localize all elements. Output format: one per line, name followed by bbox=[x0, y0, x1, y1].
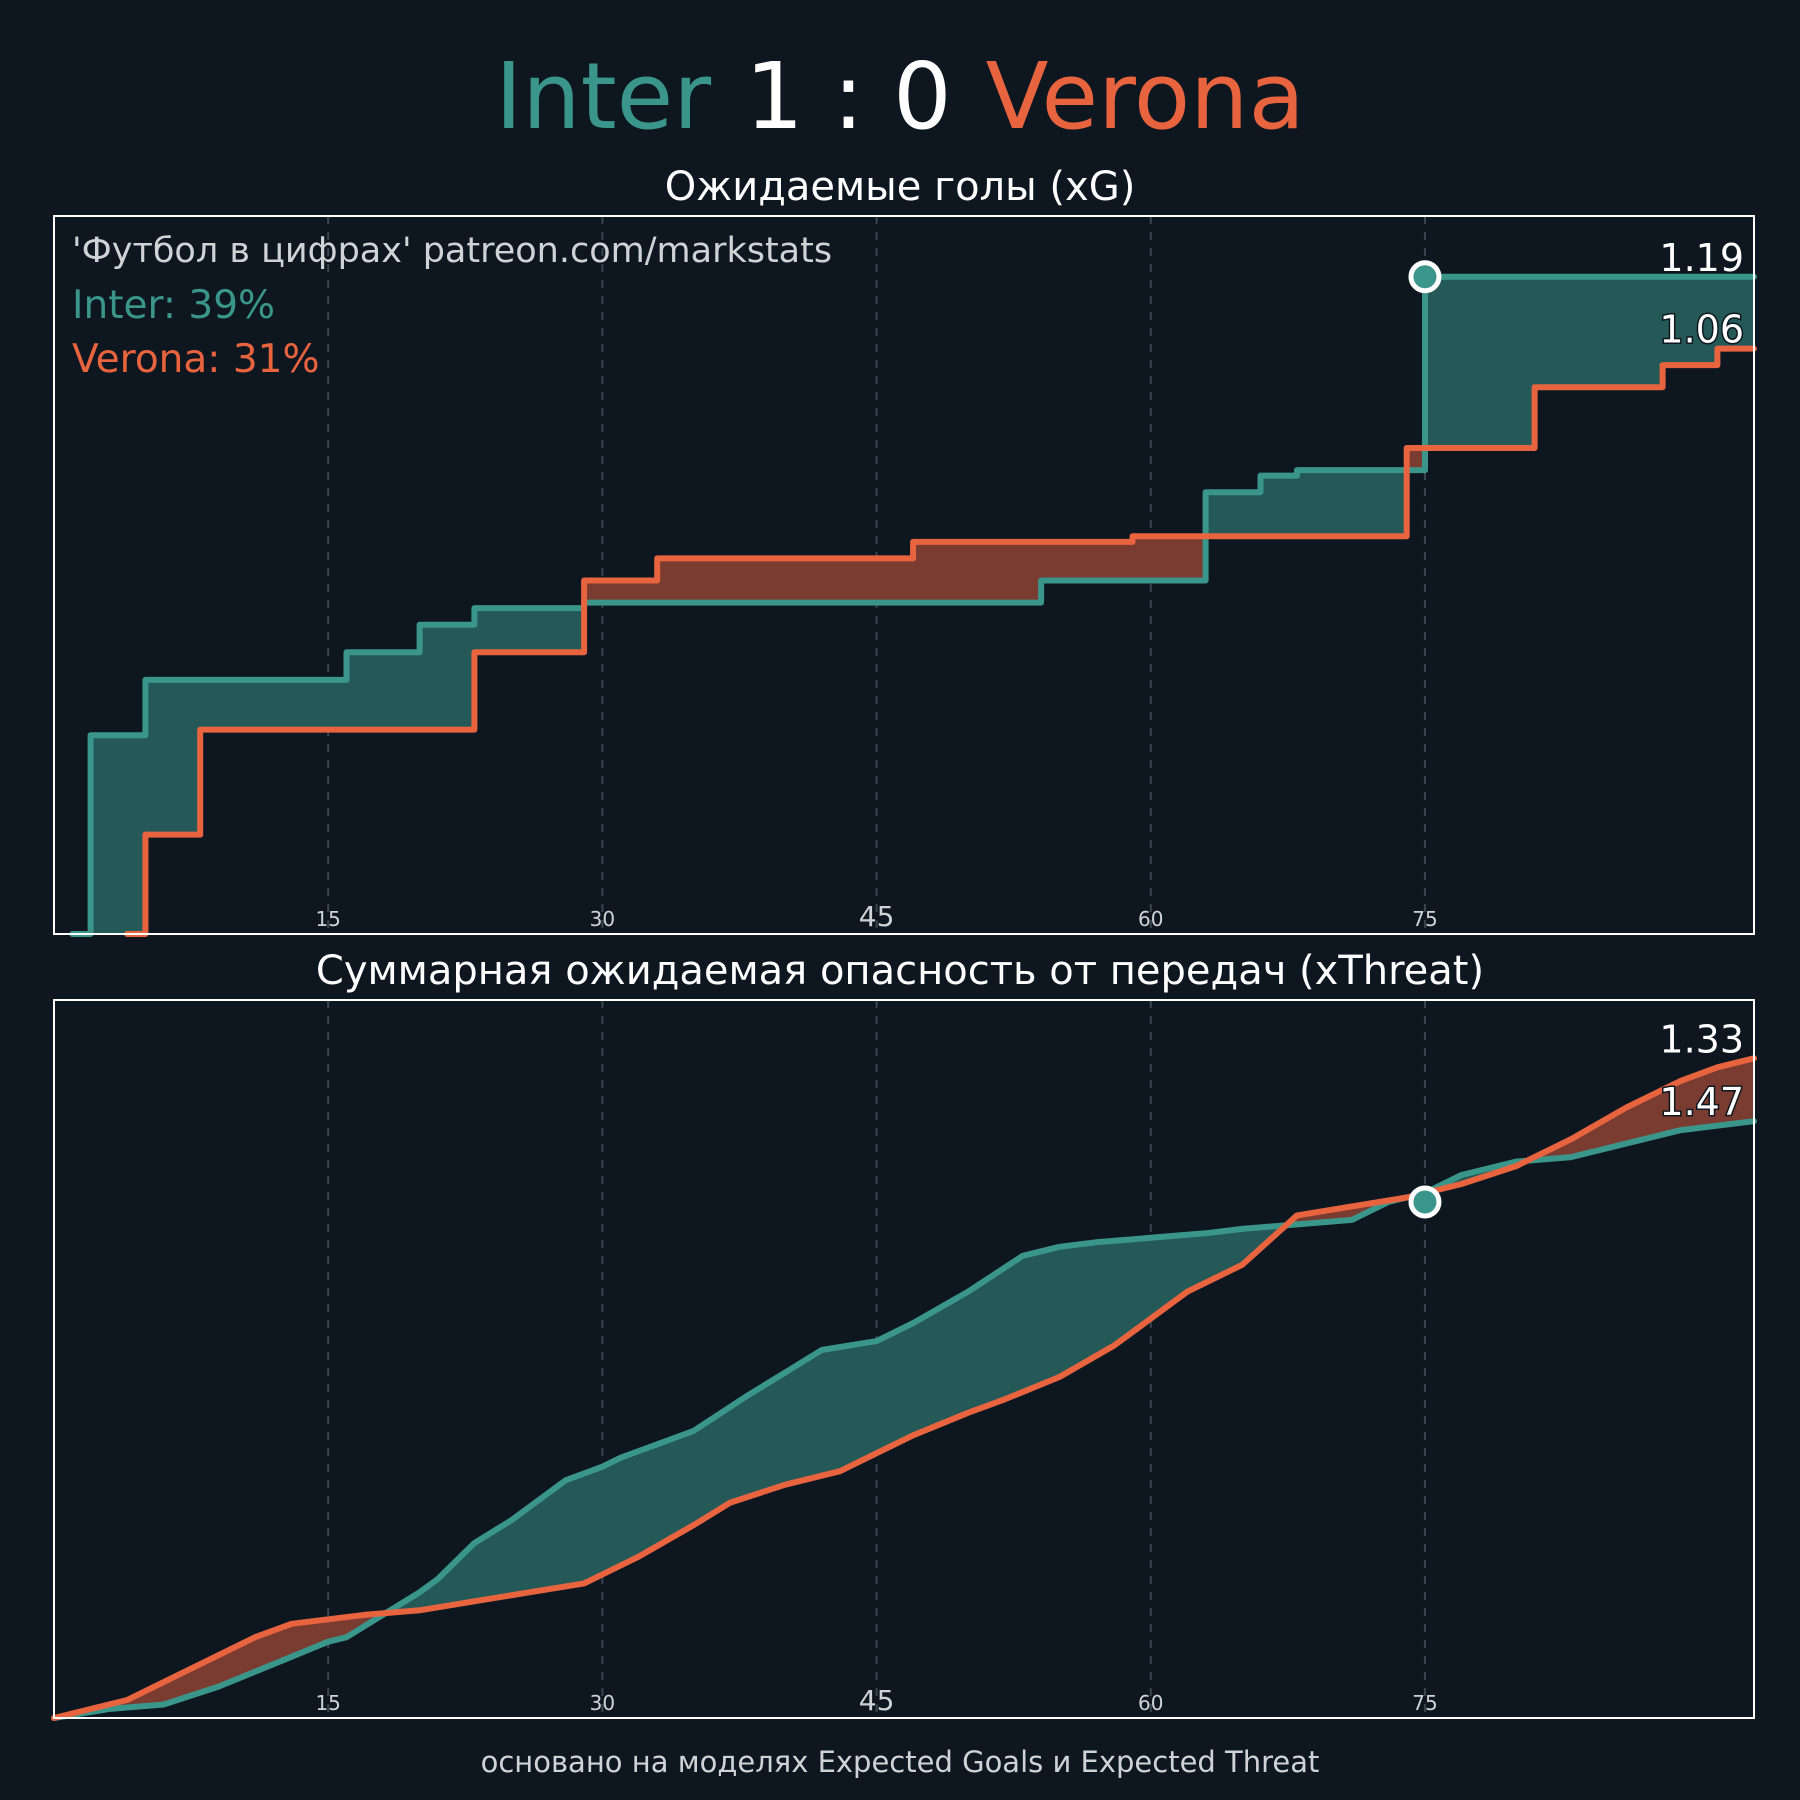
xg-end-value-inter: 1.19 bbox=[1659, 236, 1744, 280]
xg-home-advantage-band bbox=[54, 580, 586, 934]
xthreat-home-advantage-band bbox=[387, 1224, 1287, 1613]
xthreat-plot-frame bbox=[53, 999, 1755, 1719]
xg-chart: 15 30 45 60 75 1.19 1.06 bbox=[53, 215, 1757, 937]
xthreat-tick-label-75: 75 bbox=[1412, 1691, 1437, 1715]
xthreat-tick-label-45: 45 bbox=[859, 1684, 895, 1717]
xthreat-goal-marker bbox=[1408, 1185, 1442, 1219]
xg-plot-frame bbox=[53, 215, 1755, 935]
xg-tick-label-60: 60 bbox=[1138, 907, 1163, 931]
xthreat-verona-line bbox=[51, 1055, 1757, 1721]
xthreat-away-advantage-band bbox=[1528, 1058, 1754, 1161]
source-credit: 'Футбол в цифрах' patreon.com/markstats bbox=[72, 231, 832, 271]
xg-tick-label-15: 15 bbox=[315, 907, 340, 931]
xg-away-advantage-band bbox=[585, 492, 1206, 603]
xg-chart-title: Ожидаемые голы (xG) bbox=[665, 164, 1136, 210]
home-team-name: Inter bbox=[495, 43, 711, 150]
xg-tick-label-30: 30 bbox=[590, 907, 615, 931]
xg-verona-line bbox=[124, 345, 1757, 937]
xthreat-tick-label-15: 15 bbox=[315, 1691, 340, 1715]
xg-end-value-verona: 1.06 bbox=[1659, 308, 1744, 352]
xthreat-tick-label-30: 30 bbox=[590, 1691, 615, 1715]
xg-home-advantage-band bbox=[1426, 276, 1754, 448]
xg-tick-label-45: 45 bbox=[859, 900, 895, 933]
xg-home-advantage-band bbox=[1205, 448, 1408, 537]
xthreat-end-value-verona: 1.33 bbox=[1659, 1017, 1744, 1061]
score-header: Inter 1 : 0 Verona bbox=[495, 43, 1305, 150]
xg-tick-label-75: 75 bbox=[1412, 907, 1437, 931]
xthreat-end-value-inter: 1.47 bbox=[1659, 1080, 1744, 1124]
verona-win-probability: Verona: 31% bbox=[72, 337, 320, 382]
xthreat-away-advantage-band bbox=[56, 1612, 388, 1718]
away-team-name: Verona bbox=[986, 43, 1305, 150]
xthreat-chart: 15 30 45 60 75 1.47 1.33 bbox=[51, 999, 1757, 1721]
footer-note: основано на моделях Expected Goals и Exp… bbox=[481, 1745, 1320, 1779]
score: 1 : 0 bbox=[745, 43, 952, 150]
xthreat-chart-title: Суммарная ожидаемая опасность от передач… bbox=[316, 948, 1484, 994]
xthreat-tick-label-60: 60 bbox=[1138, 1691, 1163, 1715]
inter-win-probability: Inter: 39% bbox=[72, 283, 275, 328]
xg-goal-marker bbox=[1408, 260, 1442, 294]
